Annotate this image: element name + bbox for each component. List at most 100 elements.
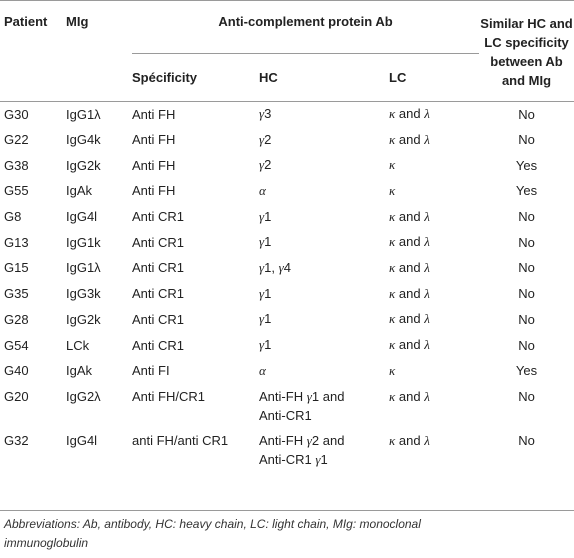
- cell-similar: Yes: [479, 358, 574, 384]
- cell-hc-text: γ1: [259, 285, 272, 301]
- cell-patient: G35: [0, 281, 66, 307]
- cell-mig-text: IgG3k: [66, 286, 101, 302]
- cell-lc-text: κ: [389, 362, 396, 378]
- cell-mig: IgG1λ: [66, 255, 132, 281]
- cell-lc: κ and λ: [389, 229, 479, 255]
- cell-lc: κ: [389, 358, 479, 384]
- cell-similar: Yes: [479, 152, 574, 178]
- cell-hc: γ1: [259, 332, 389, 358]
- footnote-line1: Abbreviations: Ab, antibody, HC: heavy c…: [4, 517, 421, 531]
- cell-specificity-text: Anti CR1: [132, 337, 185, 353]
- cell-similar: No: [479, 127, 574, 153]
- cell-hc-text: γ3: [259, 106, 272, 122]
- table-row: G35 IgG3k Anti CR1 γ1 κ and λ No: [0, 281, 574, 307]
- top-rule: [0, 0, 574, 1]
- cell-mig-text: IgG2λ: [66, 388, 101, 404]
- cell-specificity-text: Anti FH/CR1: [132, 388, 205, 404]
- header-similar-line4: and MIg: [501, 73, 552, 88]
- cell-mig: IgG1λ: [66, 100, 132, 127]
- cell-specificity: Anti CR1: [132, 204, 259, 230]
- header-mig: MIg: [66, 14, 89, 29]
- header-similar-line1: Similar HC and: [480, 16, 573, 31]
- cell-mig: IgG2k: [66, 152, 132, 178]
- cell-hc-text: γ1: [259, 337, 272, 353]
- cell-similar-text: No: [518, 337, 535, 353]
- table-row: G22 IgG4k Anti FH γ2 κ and λ No: [0, 127, 574, 153]
- cell-similar-text: No: [518, 209, 535, 225]
- cell-specificity: Anti FI: [132, 358, 259, 384]
- cell-specificity-text: Anti FH: [132, 157, 176, 173]
- cell-patient-text: G54: [4, 337, 29, 353]
- cell-lc: κ: [389, 178, 479, 204]
- cell-similar: No: [479, 255, 574, 281]
- cell-patient-text: G8: [4, 209, 22, 225]
- cell-lc: κ and λ: [389, 255, 479, 281]
- cell-hc: Anti-FH γ1 and Anti-CR1: [259, 384, 389, 428]
- cell-similar: No: [479, 428, 574, 472]
- cell-patient: G22: [0, 127, 66, 153]
- cell-lc: κ: [389, 152, 479, 178]
- cell-lc-text: κ: [389, 182, 396, 198]
- cell-mig: IgG4l: [66, 428, 132, 472]
- cell-similar: No: [479, 307, 574, 333]
- cell-patient-text: G32: [4, 432, 29, 448]
- cell-mig: IgG3k: [66, 281, 132, 307]
- cell-lc-text: κ and λ: [389, 285, 430, 301]
- cell-lc-text: κ and λ: [389, 131, 430, 147]
- bottom-rule: [0, 510, 574, 511]
- cell-specificity: Anti FH: [132, 152, 259, 178]
- cell-hc-text: γ1: [259, 234, 272, 250]
- header-empty-1: [0, 53, 66, 101]
- cell-specificity-text: Anti CR1: [132, 286, 185, 302]
- cell-patient-text: G38: [4, 157, 29, 173]
- cell-lc: κ and λ: [389, 428, 479, 472]
- cell-hc: γ2: [259, 127, 389, 153]
- header-patient: Patient: [4, 14, 48, 29]
- cell-lc: κ and λ: [389, 127, 479, 153]
- cell-lc: κ and λ: [389, 100, 480, 127]
- cell-similar-text: Yes: [515, 157, 538, 173]
- cell-lc-text: κ: [389, 157, 396, 173]
- cell-specificity: Anti CR1: [132, 307, 259, 333]
- data-table: Patient MIg Anti-complement protein Ab S…: [0, 0, 574, 472]
- cell-specificity: Anti CR1: [132, 255, 259, 281]
- table-row: G13 IgG1k Anti CR1 γ1 κ and λ No: [0, 229, 574, 255]
- cell-patient-text: G35: [4, 286, 29, 302]
- cell-mig-text: IgG1λ: [66, 106, 101, 122]
- cell-hc-text: γ1: [259, 208, 272, 224]
- table-row: G28 IgG2k Anti CR1 γ1 κ and λ No: [0, 307, 574, 333]
- cell-similar: No: [479, 281, 574, 307]
- cell-hc: Anti-FH γ2 and Anti-CR1 γ1: [259, 428, 389, 472]
- cell-similar-text: Yes: [515, 363, 538, 379]
- cell-mig: IgG4k: [66, 127, 132, 153]
- cell-hc: γ2: [259, 152, 389, 178]
- cell-hc-text: γ2: [259, 131, 272, 147]
- cell-hc-text: α: [259, 362, 266, 378]
- table-body: G30 IgG1λ Anti FH γ3 κ and λ No G22 IgG4k Anti F…: [0, 100, 574, 472]
- cell-patient-text: G20: [4, 388, 29, 404]
- cell-specificity: Anti FH: [132, 127, 259, 153]
- cell-lc: κ and λ: [389, 332, 479, 358]
- header-similar: Similar HC and LC specificity between Ab…: [479, 0, 574, 101]
- cell-mig-text: LCk: [66, 337, 90, 353]
- cell-hc-text: γ1, γ4: [259, 259, 291, 275]
- header-specificity: Spécificity: [132, 52, 259, 101]
- header-empty-2: [66, 53, 132, 101]
- header-similar-line2: LC specificity: [484, 35, 569, 50]
- cell-lc-text: κ and λ: [389, 234, 430, 250]
- cell-hc-text: γ1: [259, 311, 272, 327]
- cell-hc-text-line2: Anti-CR1 γ1: [259, 451, 328, 467]
- cell-hc: α: [259, 358, 389, 384]
- cell-specificity: anti FH/anti CR1: [132, 428, 259, 472]
- cell-lc-text: κ and λ: [389, 388, 430, 404]
- cell-lc-text: κ and λ: [389, 259, 430, 275]
- cell-specificity: Anti FH: [132, 100, 259, 127]
- cell-similar-text: No: [518, 388, 535, 404]
- cell-hc-text-line2: Anti-CR1: [259, 407, 312, 423]
- cell-mig-text: IgG4l: [66, 432, 98, 448]
- cell-lc-text: κ and λ: [389, 106, 430, 122]
- cell-similar: No: [479, 100, 574, 127]
- table-row: G55 IgAk Anti FH α κ Yes: [0, 178, 574, 204]
- cell-similar: Yes: [479, 178, 574, 204]
- cell-similar: No: [479, 204, 574, 230]
